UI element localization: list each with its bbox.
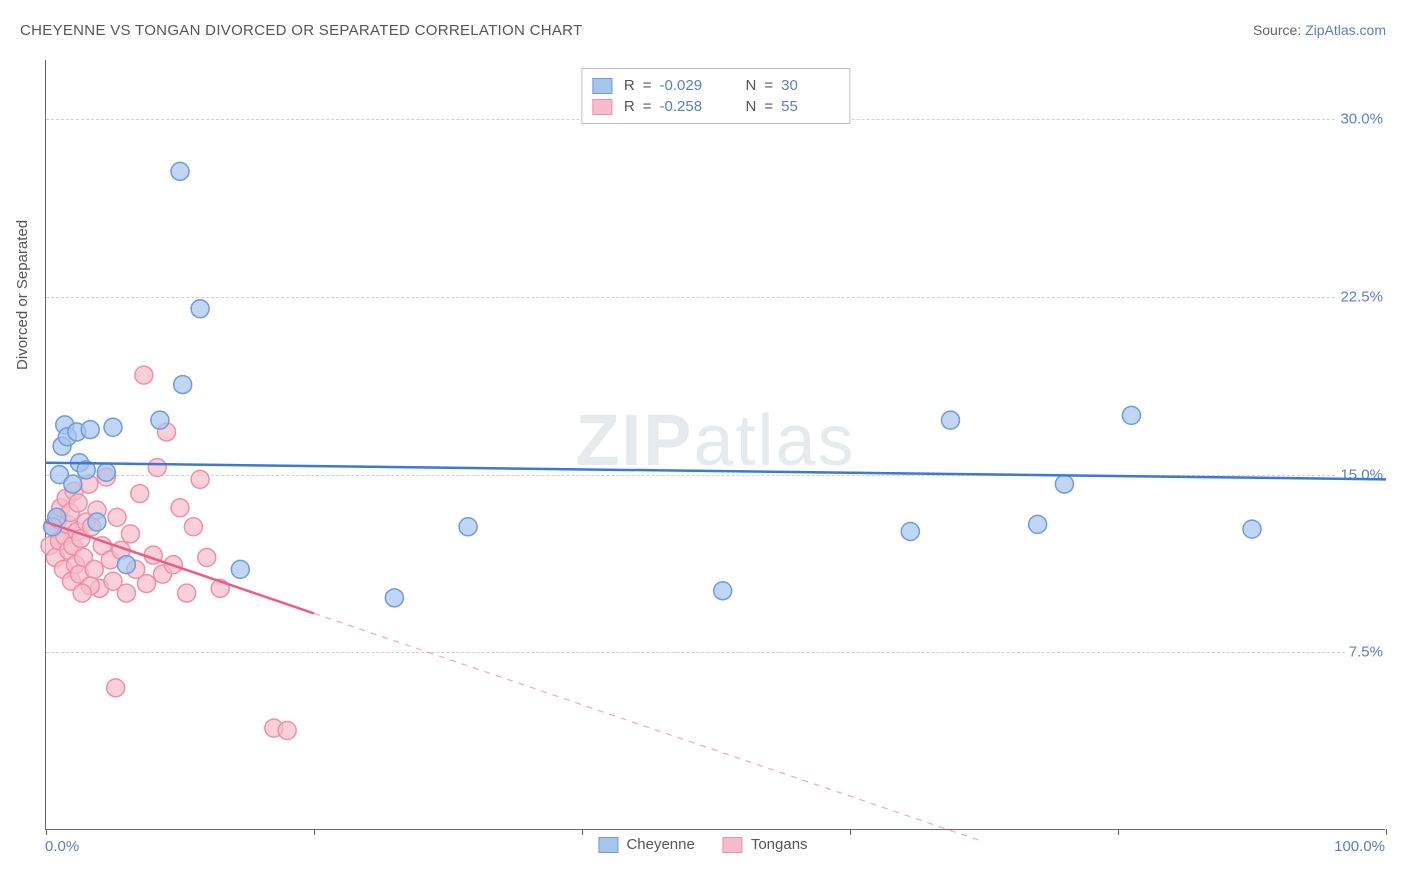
scatter-point [88,513,106,531]
scatter-point [184,518,202,536]
plot-svg [46,60,1386,830]
series-legend: Cheyenne Tongans [598,836,807,853]
scatter-point [459,518,477,536]
scatter-point [942,411,960,429]
scatter-point [198,549,216,567]
y-axis-title: Divorced or Separated [14,220,31,370]
scatter-point [191,470,209,488]
scatter-point [1243,520,1261,538]
scatter-point [104,418,122,436]
scatter-point [131,485,149,503]
trend-line-solid [46,463,1386,480]
scatter-point [385,589,403,607]
source-attribution: Source: ZipAtlas.com [1253,22,1386,38]
scatter-point [171,162,189,180]
scatter-point [191,300,209,318]
scatter-point [69,494,87,512]
scatter-point [73,584,91,602]
scatter-point [1122,406,1140,424]
scatter-point [151,411,169,429]
scatter-point [901,522,919,540]
scatter-point [85,560,103,578]
chart-title: CHEYENNE VS TONGAN DIVORCED OR SEPARATED… [20,22,583,39]
x-tick [1386,829,1387,835]
series-legend-label: Tongans [751,836,808,853]
series-legend-item: Cheyenne [598,836,694,853]
x-axis-max-label: 100.0% [1334,838,1385,855]
scatter-point [231,560,249,578]
scatter-point [64,475,82,493]
scatter-point [108,508,126,526]
plot-area: ZIPatlas 7.5%15.0%22.5%30.0% R=-0.029N=3… [45,60,1385,830]
scatter-point [714,582,732,600]
scatter-point [171,499,189,517]
x-axis-min-label: 0.0% [45,838,79,855]
scatter-point [107,679,125,697]
scatter-point [148,459,166,477]
scatter-point [178,584,196,602]
source-label: Source: [1253,22,1301,38]
scatter-point [138,575,156,593]
scatter-point [117,556,135,574]
scatter-point [97,463,115,481]
source-value: ZipAtlas.com [1305,22,1386,38]
scatter-point [135,366,153,384]
scatter-point [81,421,99,439]
scatter-point [1029,515,1047,533]
scatter-point [117,584,135,602]
scatter-point [174,376,192,394]
series-legend-label: Cheyenne [626,836,694,853]
trend-line-dashed [314,613,984,841]
series-legend-item: Tongans [723,836,808,853]
legend-swatch [598,837,618,853]
legend-swatch [723,837,743,853]
scatter-point [278,721,296,739]
scatter-point [1055,475,1073,493]
scatter-point [121,525,139,543]
plot-container: ZIPatlas 7.5%15.0%22.5%30.0% R=-0.029N=3… [45,60,1385,830]
